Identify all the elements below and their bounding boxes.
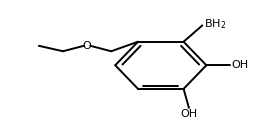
Text: OH: OH	[232, 60, 249, 70]
Text: O: O	[83, 41, 91, 51]
Text: OH: OH	[180, 109, 198, 119]
Text: BH$_2$: BH$_2$	[204, 17, 227, 31]
